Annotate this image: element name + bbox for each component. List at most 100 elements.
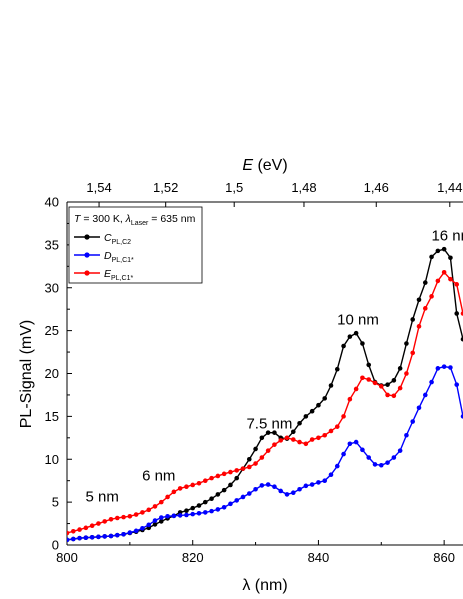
series-2-point-25: [221, 471, 227, 477]
y-tick-label-30: 30: [45, 280, 59, 295]
series-2-point-33: [272, 442, 277, 447]
series-2-point-45: [347, 396, 353, 402]
series-0-point-57: [422, 280, 428, 285]
legend-label-e: EPL,C1*: [104, 268, 133, 282]
y-tick-label-5: 5: [52, 495, 59, 510]
series-1-point-22: [202, 510, 208, 515]
series-1-point-56: [416, 405, 422, 411]
series-0-point-58: [429, 254, 434, 260]
series-2-point-32: [265, 448, 271, 453]
series-2-point-15: [158, 499, 164, 505]
y-tick-label-40: 40: [45, 195, 59, 210]
top-tick-label-1: 1,52: [153, 180, 178, 195]
series-1-point-62: [454, 382, 460, 387]
series-0-point-25: [221, 487, 227, 493]
series-2-point-3: [83, 525, 89, 531]
series-1-point-11: [133, 528, 139, 534]
series-0-point-29: [246, 456, 252, 462]
series-1-point-2: [77, 535, 82, 541]
series-2-point-51: [385, 392, 390, 398]
series-2-point-38: [303, 441, 309, 447]
annotation-layer: 5 nm 6 nm 7.5 nm 10 nm 16 nm: [86, 228, 463, 506]
series-1-point-41: [322, 478, 328, 483]
series-2-point-26: [228, 469, 233, 475]
series-1-point-34: [278, 488, 284, 494]
series-1-point-3: [83, 535, 89, 541]
series-2-point-11: [133, 512, 139, 517]
x-tick-label-840: 840: [308, 550, 330, 565]
series-line-2: [67, 271, 463, 534]
series-0-point-55: [410, 317, 416, 322]
series-1-point-14: [152, 518, 158, 523]
annotation-4: 16 nm: [431, 228, 463, 245]
series-2-point-24: [215, 473, 221, 479]
annotation-2: 7.5 nm: [246, 415, 292, 432]
top-tick-label-3: 1,48: [291, 180, 316, 195]
series-1-point-18: [177, 513, 183, 518]
series-line-1: [67, 365, 463, 541]
series-1-point-16: [165, 513, 170, 519]
series-0-point-22: [202, 499, 208, 505]
series-2-point-50: [378, 384, 384, 389]
series-2-point-21: [196, 480, 202, 486]
y-tick-label-35: 35: [45, 237, 59, 252]
series-2-point-9: [121, 514, 126, 520]
series-0-point-38: [303, 414, 309, 419]
series-2-point-54: [404, 371, 409, 376]
series-layer: [67, 246, 463, 543]
top-tick-label-0: 1,54: [86, 180, 111, 195]
series-2-point-40: [316, 435, 321, 441]
series-2-point-29: [246, 464, 252, 470]
series-0-point-15: [158, 519, 164, 524]
series-2-point-59: [435, 278, 441, 284]
series-line-0: [67, 248, 463, 541]
series-2-point-6: [102, 519, 108, 524]
legend-label-c: CPL,C2: [104, 232, 131, 246]
series-0-point-30: [253, 446, 258, 452]
series-2-point-31: [259, 455, 265, 460]
series-0-point-14: [152, 522, 158, 527]
series-1-point-5: [96, 534, 101, 540]
annotation-0: 5 nm: [86, 488, 119, 505]
series-1-point-8: [114, 532, 120, 538]
series-1-point-48: [366, 455, 372, 460]
legend-entry-e: EPL,C1*: [74, 268, 133, 282]
series-1-point-45: [347, 441, 353, 447]
top-axis-title: E (eV): [242, 157, 287, 174]
series-2-point-61: [448, 276, 453, 282]
series-0-point-62: [454, 311, 460, 316]
legend-header: T = 300 K, λLaser = 635 nm: [74, 213, 196, 227]
series-0-point-51: [385, 382, 390, 387]
series-2-point-4: [89, 523, 95, 529]
series-2-point-46: [353, 386, 359, 392]
annotation-1: 6 nm: [142, 468, 175, 485]
series-2-point-16: [165, 494, 170, 500]
series-0-point-47: [360, 341, 365, 346]
series-1-point-21: [196, 510, 202, 516]
series-2-point-22: [202, 478, 208, 483]
series-1-point-0: [67, 537, 70, 543]
series-2-point-34: [278, 438, 284, 443]
legend-marker-d: [84, 252, 90, 258]
series-1-point-26: [228, 501, 233, 507]
series-1-point-30: [253, 486, 258, 492]
x-tick-label-800: 800: [56, 550, 78, 565]
series-1-point-6: [102, 534, 108, 539]
series-2-point-14: [152, 504, 158, 509]
series-1-point-51: [385, 460, 390, 465]
series-1-point-52: [391, 455, 397, 460]
series-0-point-37: [297, 420, 302, 426]
series-0-point-48: [366, 362, 372, 368]
series-2-point-12: [140, 510, 145, 515]
series-1-point-55: [410, 419, 416, 424]
series-1-point-29: [246, 491, 252, 496]
series-1-point-4: [89, 534, 95, 540]
series-2-point-44: [341, 414, 346, 419]
series-1-point-36: [290, 490, 296, 495]
series-1-point-57: [422, 392, 428, 398]
series-0-point-36: [290, 429, 296, 435]
y-tick-label-0: 0: [52, 538, 59, 553]
series-1-point-13: [146, 522, 152, 528]
series-2-point-13: [146, 507, 152, 513]
